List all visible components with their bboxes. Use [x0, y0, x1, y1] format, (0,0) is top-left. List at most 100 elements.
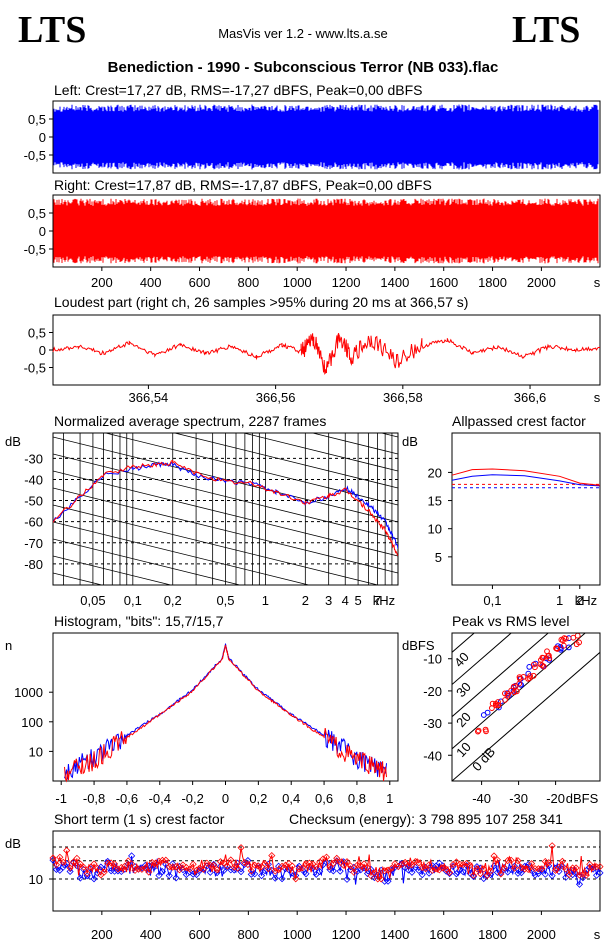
right-short-term-point	[322, 853, 331, 861]
right-short-term-point	[59, 858, 67, 866]
right-short-term-point	[52, 861, 60, 869]
left-short-term-point	[247, 870, 255, 878]
right-short-term-point	[422, 865, 430, 873]
left-short-term-point	[548, 872, 556, 880]
right-short-term-point	[285, 859, 293, 868]
y-tick-label: 15	[428, 494, 442, 509]
x-tick-label: 1	[556, 593, 563, 608]
x-tick-label: 400	[140, 275, 162, 290]
left-short-term-point	[401, 864, 409, 872]
x-tick-label: 1200	[332, 275, 361, 290]
right-short-term-point	[408, 861, 416, 869]
left-channel-title: Left: Crest=17,27 dB, RMS=-17,27 dBFS, P…	[54, 82, 423, 98]
right-short-term-point	[483, 871, 491, 880]
left-short-term-point	[408, 868, 416, 876]
logo-right: LTS	[512, 9, 581, 51]
x-tick-label: 366,58	[383, 390, 423, 405]
x-axis-label: kHz	[373, 593, 395, 608]
right-short-term-point	[264, 865, 272, 873]
x-tick-label: 0,4	[282, 791, 300, 806]
right-peak-rms-point	[531, 661, 537, 668]
right-short-term-point	[340, 861, 348, 869]
right-short-term-point	[435, 866, 443, 874]
right-short-term-point	[128, 860, 136, 868]
right-short-term-point	[155, 857, 163, 865]
x-tick-label: -1	[55, 791, 67, 806]
right-short-term-point	[69, 858, 78, 866]
right-short-term-point	[175, 866, 184, 874]
right-peak-rms-point	[525, 675, 531, 682]
right-short-term-point	[244, 860, 252, 869]
right-peak-rms-point	[504, 693, 511, 699]
y-tick-label: 0	[39, 343, 46, 358]
left-short-term-point	[534, 869, 543, 878]
y-tick-label: 0	[39, 130, 46, 145]
right-short-term-point	[357, 862, 365, 870]
x-tick-label: 0,2	[164, 593, 182, 608]
right-short-term-point	[551, 866, 560, 874]
crest-line-label: 40	[451, 649, 472, 670]
app-title: MasVis ver 1.2 - www.lts.a.se	[218, 26, 388, 41]
right-short-term-point	[268, 852, 276, 860]
histogram-frame	[52, 632, 399, 782]
spectrum-slope-line	[53, 470, 398, 557]
right-peak-rms-point	[538, 657, 544, 663]
crest-line-label: 0 dB	[469, 744, 498, 774]
file-title: Benediction - 1990 - Subconscious Terror…	[107, 59, 499, 76]
right-short-term-point	[302, 860, 310, 868]
right-short-term-point	[138, 865, 146, 873]
x-tick-label: 1800	[478, 927, 507, 942]
x-tick-label: 2000	[527, 927, 556, 942]
right-short-term-point	[100, 868, 108, 876]
right-short-term-point	[439, 864, 447, 872]
right-short-term-point	[56, 853, 64, 861]
right-short-term-point	[213, 866, 221, 874]
right-short-term-point	[377, 875, 385, 883]
right-short-term-point	[186, 865, 194, 873]
left-short-term-point	[531, 871, 539, 879]
right-short-term-point	[110, 860, 119, 868]
loudest-part-title: Loudest part (right ch, 26 samples >95% …	[54, 294, 469, 310]
spectrum-slope-line	[242, 433, 398, 472]
x-tick-label: 0,05	[80, 593, 105, 608]
left-short-term-point	[244, 856, 252, 865]
right-short-term-point	[312, 863, 320, 871]
right-short-term-point	[76, 860, 84, 868]
loudest-part-line	[52, 333, 601, 375]
right-short-term-point	[507, 856, 515, 864]
y-tick-label: -20	[423, 684, 442, 699]
left-short-term-point	[329, 867, 337, 875]
right-short-term-point	[596, 863, 604, 871]
right-short-term-point	[210, 861, 218, 869]
right-short-term-point	[558, 857, 566, 865]
y-axis-label: dB	[5, 836, 21, 851]
x-tick-label: 600	[189, 275, 211, 290]
right-short-term-point	[562, 865, 570, 873]
left-short-term-point	[155, 871, 163, 880]
y-tick-label: -40	[24, 472, 43, 487]
right-peak-rms-point	[483, 728, 489, 735]
y-tick-label: 100	[21, 715, 43, 730]
right-peak-rms-point	[495, 702, 502, 708]
left-short-term-point	[469, 872, 478, 881]
left-short-term-point	[575, 880, 584, 888]
left-short-term-point	[459, 868, 467, 876]
right-histogram-line	[64, 644, 387, 783]
right-short-term-point	[524, 865, 532, 873]
right-spectrum-line	[53, 459, 398, 556]
right-short-term-point	[504, 857, 512, 865]
right-short-term-point	[121, 862, 129, 870]
right-peak-rms-point	[475, 727, 482, 734]
right-short-term-point	[500, 864, 508, 872]
right-short-term-point	[545, 859, 553, 867]
right-short-term-point	[415, 859, 423, 867]
right-peak-rms-point	[546, 655, 553, 662]
y-tick-label: -30	[24, 451, 43, 466]
left-short-term-point	[56, 866, 64, 874]
right-short-term-point	[572, 864, 580, 872]
left-short-term-point	[261, 867, 269, 875]
checksum-label: Checksum (energy): 3 798 895 107 258 341	[289, 811, 563, 827]
left-waveform	[53, 104, 599, 170]
right-short-term-point	[350, 868, 358, 876]
